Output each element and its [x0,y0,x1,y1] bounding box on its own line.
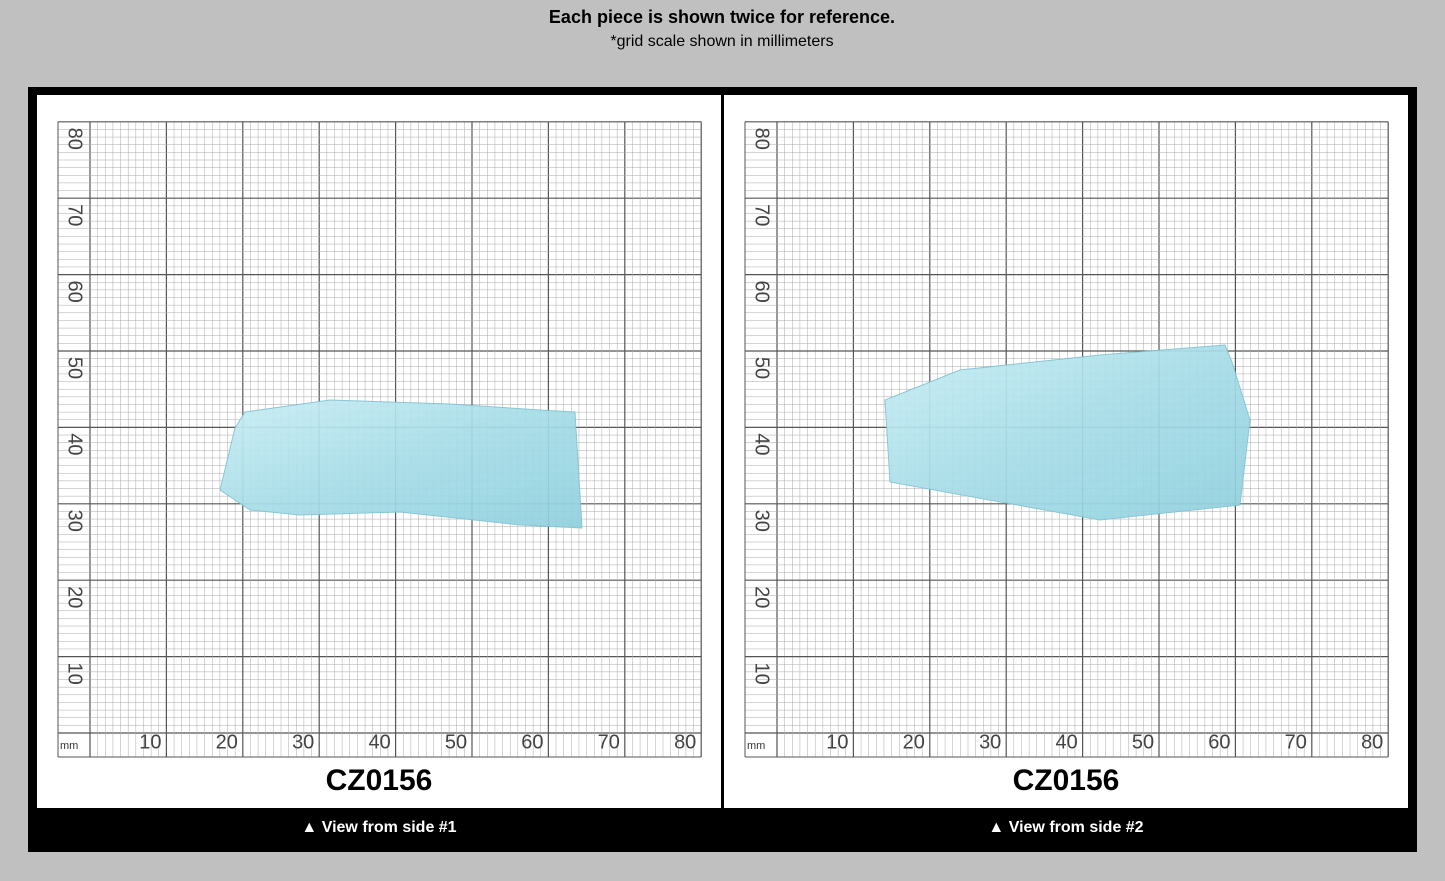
x-label: 70 [598,731,620,753]
y-label: 70 [64,204,86,226]
panel: mm 10 20 30 40 50 60 70 80 10 20 30 40 50 60 70 80 CZ0156… [37,95,721,836]
view-caption: ▲ View from side #1 [301,819,456,836]
title: Each piece is shown twice for reference. [549,7,895,27]
y-label: 60 [751,280,773,302]
view-caption: ▲ View from side #2 [988,819,1143,836]
x-label: 80 [674,731,696,753]
x-label: 50 [445,731,467,753]
y-label: 30 [64,510,86,532]
unit-label: mm [60,740,78,752]
y-label: 20 [751,586,773,608]
x-label: 20 [216,731,238,753]
x-label: 40 [368,731,390,753]
y-label: 60 [64,280,86,302]
x-label: 60 [521,731,543,753]
y-label: 50 [751,357,773,379]
y-label: 30 [751,510,773,532]
unit-label: mm [747,740,765,752]
y-label: 50 [64,357,86,379]
x-label: 30 [292,731,314,753]
x-label: 50 [1132,731,1154,753]
y-label: 20 [64,586,86,608]
panels: mm 10 20 30 40 50 60 70 80 10 20 30 40 50 60 70 80 CZ0156… [37,95,1408,836]
gemstone [219,399,583,529]
product-code: CZ0156 [1013,764,1120,797]
x-label: 10 [826,731,848,753]
y-label: 10 [751,662,773,684]
x-label: 40 [1055,731,1077,753]
product-code: CZ0156 [326,764,433,797]
x-label: 30 [979,731,1001,753]
x-label: 60 [1208,731,1230,753]
panel: mm 10 20 30 40 50 60 70 80 10 20 30 40 50 60 70 80 CZ0156… [724,95,1408,836]
x-label: 70 [1285,731,1307,753]
y-label: 40 [751,433,773,455]
x-label: 20 [903,731,925,753]
y-label: 80 [64,128,86,150]
y-label: 40 [64,433,86,455]
y-label: 80 [751,128,773,150]
x-label: 10 [139,731,161,753]
subtitle: *grid scale shown in millimeters [610,33,833,50]
y-label: 70 [751,204,773,226]
y-label: 10 [64,662,86,684]
gemstone [884,344,1251,521]
x-label: 80 [1361,731,1383,753]
